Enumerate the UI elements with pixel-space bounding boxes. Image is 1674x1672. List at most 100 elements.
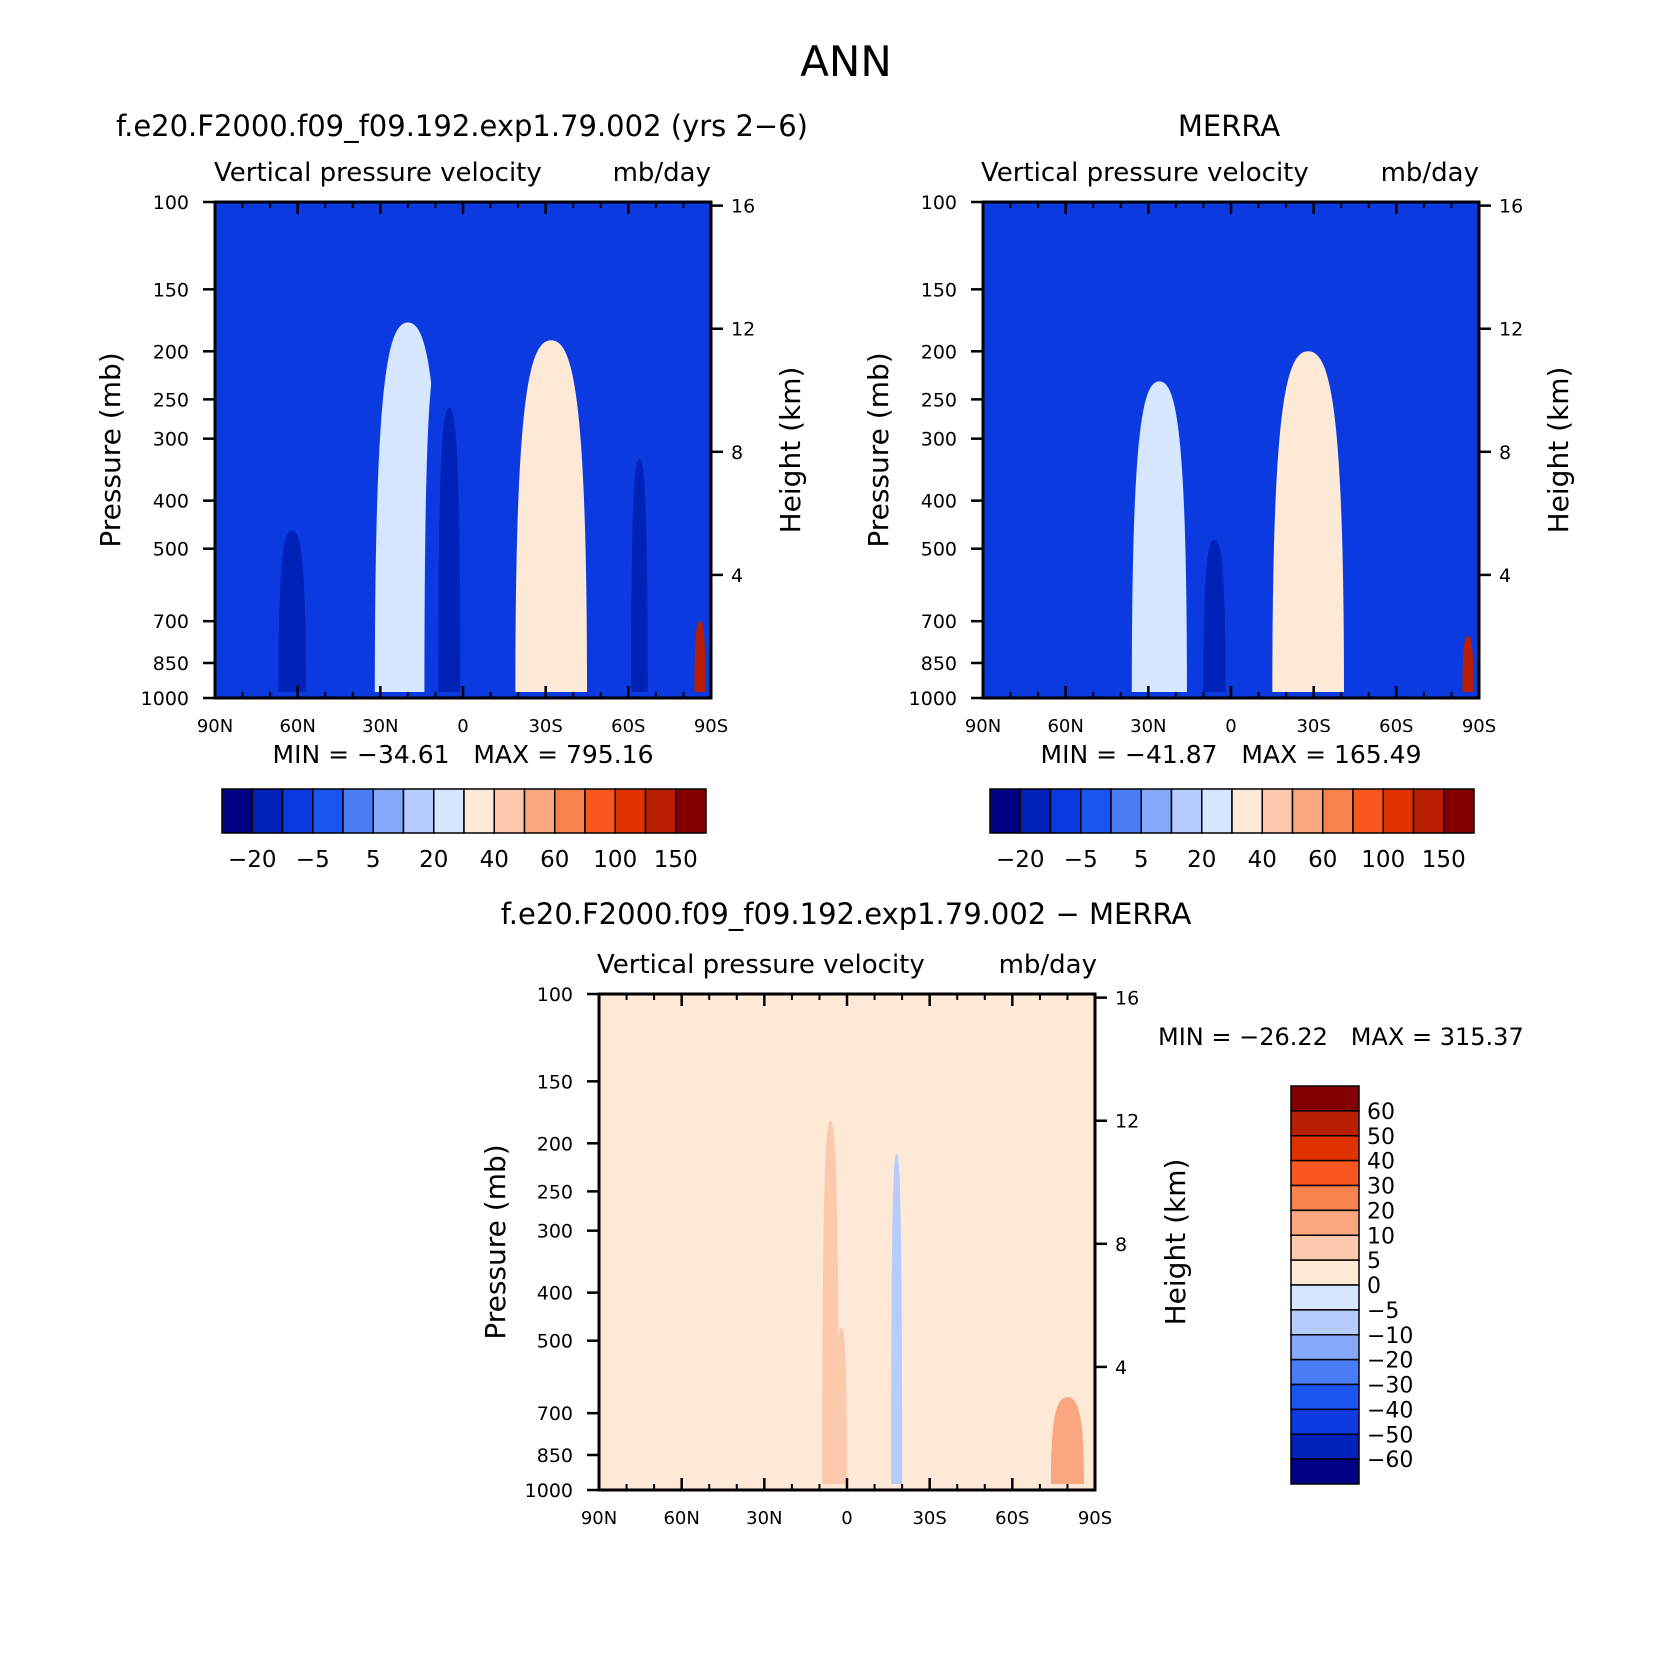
colorbar-label: 5 [1367,1249,1381,1274]
y-tick-label: 150 [921,279,957,301]
colorbar-box [1290,1309,1360,1336]
x-tick-label: 30S [912,1508,946,1529]
x-tick-label: 30S [528,716,562,737]
colorbar-box [1322,788,1354,834]
field-contour [1382,407,1411,692]
plot-area: 90N 60N 30N 0 30S 60S 90S 100 150 200 250 300 400 500… [141,192,756,737]
colorbar-box [1290,1209,1360,1236]
colorbar-label: −5 [1367,1299,1399,1324]
field-contour [1462,636,1474,692]
x-tick-label: 30N [1130,716,1166,737]
subtitle-left: Vertical pressure velocity [214,158,542,188]
field-contour [438,407,461,692]
y-tick-label: 850 [537,1445,573,1467]
colorbar-box [372,788,405,834]
y-tick-label: 1000 [909,688,957,710]
y-tick-label: 500 [153,539,189,561]
panel-title: f.e20.F2000.f09_f09.192.exp1.79.002 (yrs… [116,109,808,143]
colorbar-box [312,788,344,834]
colorbar-label: −60 [1367,1448,1413,1473]
colorbar-box [554,788,586,834]
y2-tick-label: 8 [1115,1234,1127,1256]
colorbar-box [1049,788,1082,834]
subtitle-right: mb/day [1381,158,1479,188]
y-tick-label: 250 [921,389,957,411]
colorbar-label: 100 [1361,847,1405,873]
colorbar-box [1110,788,1142,834]
y2label: Height (km) [1542,367,1575,534]
colorbar-label: 60 [540,847,569,873]
y-tick-label: 1000 [141,688,189,710]
x-tick-label: 30N [362,716,398,737]
subtitle-left: Vertical pressure velocity [981,158,1309,188]
stats: MIN = −26.22 MAX = 315.37 [1158,1023,1524,1051]
colorbar-box [1290,1284,1360,1311]
colorbar-label: −10 [1367,1324,1413,1349]
stats: MIN = −41.87 MAX = 165.49 [1041,740,1422,769]
field-contour [1049,452,1083,692]
colorbar-label: 100 [593,847,637,873]
y2-tick-label: 12 [1499,319,1523,341]
x-tick-label: 60N [279,716,315,737]
panel-obs: MERRA Vertical pressure velocity mb/day … [862,109,1575,873]
colorbar-box [281,788,314,834]
subtitle-right: mb/day [613,158,711,188]
field-contour [891,1153,903,1484]
x-tick-label: 60S [995,1508,1029,1529]
colorbar-box [1080,788,1112,834]
colorbar-label: −50 [1367,1423,1413,1448]
y-tick-label: 700 [153,611,189,633]
colorbar-label: −5 [296,847,330,873]
colorbar-label: 5 [366,847,381,873]
y-tick-label: 300 [921,429,957,451]
y-tick-label: 100 [153,192,189,214]
y-tick-label: 100 [537,984,573,1006]
x-tick-label: 60S [611,716,645,737]
y-tick-label: 500 [921,539,957,561]
y-tick-label: 200 [537,1133,573,1155]
subtitle-right: mb/day [999,950,1097,980]
colorbar-box [675,788,707,834]
y2-tick-label: 16 [731,196,755,218]
colorbar-box [1019,788,1052,834]
y2-tick-label: 8 [1499,442,1511,464]
y-tick-label: 150 [537,1071,573,1093]
y2-tick-label: 4 [1115,1357,1127,1379]
y-tick-label: 500 [537,1331,573,1353]
colorbar-label: 20 [419,847,448,873]
y2-tick-label: 12 [731,319,755,341]
x-tick-label: 60N [663,1508,699,1529]
colorbar-label: 150 [654,847,698,873]
y2label: Height (km) [774,367,807,534]
y-tick-label: 400 [921,491,957,513]
x-tick-label: 0 [841,1508,852,1529]
x-tick-label: 90N [965,716,1001,737]
colorbar-label: 20 [1367,1199,1395,1224]
colorbar-label: 0 [1367,1274,1381,1299]
colorbar-box [1290,1085,1360,1112]
colorbar-box [1290,1408,1360,1435]
colorbar-label: 40 [1367,1150,1395,1175]
colorbar-box [1290,1159,1360,1187]
colorbar-box [1201,788,1233,834]
x-tick-label: 0 [1225,716,1236,737]
field-contour [278,530,306,692]
colorbar-label: −30 [1367,1374,1413,1399]
plot-area: 90N 60N 30N 0 30S 60S 90S 100 150 200 250 300 400 500… [909,192,1524,737]
colorbar-label: −20 [1367,1349,1413,1374]
panel-title: f.e20.F2000.f09_f09.192.exp1.79.002 − ME… [501,897,1192,931]
y-tick-label: 850 [153,653,189,675]
y-tick-label: 850 [921,653,957,675]
colorbar-box [1291,788,1324,834]
y-tick-label: 300 [153,429,189,451]
y2-tick-label: 4 [1499,565,1511,587]
x-tick-label: 60N [1047,716,1083,737]
ylabel: Pressure (mb) [862,352,895,547]
colorbar-box [1290,1334,1360,1361]
plot-area: 90N 60N 30N 0 30S 60S 90S 100 150 200 250 300 400 500… [525,984,1140,1529]
colorbar-box [1290,1458,1360,1485]
colorbar-box [1290,1383,1360,1411]
field-contour [1272,351,1344,692]
colorbar-box [463,788,495,834]
